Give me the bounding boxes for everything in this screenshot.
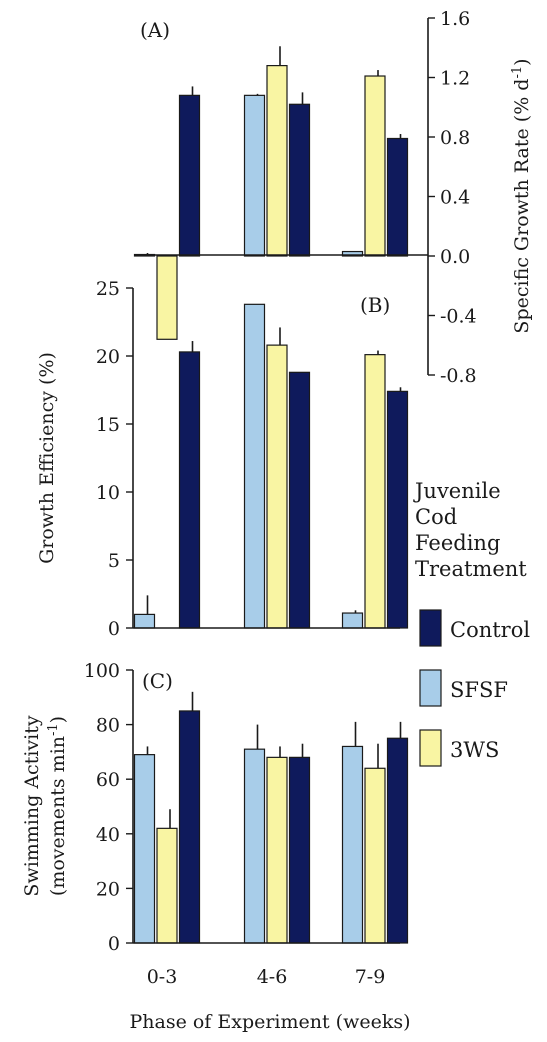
bar-sfsf-4-6 [243, 303, 266, 629]
legend-label-control: Control [450, 618, 530, 642]
panel-a-tick-label: -0.8 [440, 365, 477, 387]
legend-swatch-sfsf [419, 669, 442, 707]
panel-b-tick-label: 20 [96, 346, 120, 368]
panel-a-tick-label: 0.0 [440, 246, 470, 268]
panel-b-tick-label: 5 [108, 550, 120, 572]
panel-c-tick-label: 40 [96, 824, 120, 846]
panel-b-growth-efficiency: 25 20 15 10 5 0 (B) Growth Efficiency (%) [36, 278, 409, 640]
panel-c-tick-label: 60 [96, 769, 120, 791]
legend-title-line-3: Feeding [415, 531, 500, 555]
bar-control-7-9 [386, 737, 409, 944]
panel-a-tick-label: 0.8 [440, 127, 470, 149]
legend: Juvenile Cod Feeding Treatment Control S… [413, 479, 530, 767]
bar-3ws-7-9 [364, 354, 386, 629]
bar-control-7-9 [386, 137, 409, 257]
bar-sfsf-4-6 [243, 748, 266, 944]
panel-c-y-title-line1: Swimming Activity [21, 715, 43, 896]
panel-c-tick-label: 80 [96, 715, 120, 737]
bar-sfsf-7-9 [341, 745, 364, 944]
panel-b-y-title: Growth Efficiency (%) [36, 352, 58, 564]
bar-control-0-3 [178, 351, 201, 629]
panel-c-tick-label: 0 [108, 933, 120, 955]
bar-sfsf-4-6 [243, 94, 266, 257]
panel-c-swimming-activity: 100 80 60 40 20 0 (C) Swimming Activity (move… [21, 660, 409, 955]
panel-b-bars [133, 303, 409, 629]
x-category-labels: 0-3 4-6 7-9 [147, 966, 386, 988]
legend-title-line-1: Juvenile [413, 479, 501, 503]
panel-a-label: (A) [140, 18, 170, 42]
x-axis-title: Phase of Experiment (weeks) [129, 1011, 410, 1033]
panel-c-tick-label: 20 [96, 878, 120, 900]
panel-b-tick-label: 10 [96, 482, 120, 504]
bar-sfsf-0-3 [133, 754, 156, 944]
panel-a-bars [133, 46, 409, 340]
bar-control-4-6 [288, 103, 311, 257]
bar-control-4-6 [288, 371, 311, 629]
panel-b-tick-label: 15 [96, 414, 120, 436]
bar-control-0-3 [178, 710, 201, 944]
panel-b-tick-label: 0 [108, 618, 120, 640]
panel-a-tick-label: 1.2 [440, 68, 470, 90]
bar-3ws-4-6 [266, 344, 288, 629]
bar-sfsf-0-3 [133, 613, 156, 629]
bar-sfsf-7-9 [341, 250, 364, 257]
legend-title-line-2: Cod [415, 505, 457, 529]
legend-swatch-control [419, 609, 442, 647]
bar-3ws-7-9 [364, 75, 386, 257]
x-category-label: 0-3 [147, 966, 178, 988]
bar-3ws-4-6 [266, 756, 288, 944]
panel-c-y-title-line2: (movements min-1) [46, 716, 69, 896]
legend-label-sfsf: SFSF [450, 678, 508, 702]
legend-title-line-4: Treatment [415, 557, 527, 581]
x-category-label: 7-9 [355, 966, 386, 988]
bar-3ws-0-3 [156, 255, 178, 340]
panel-b-tick-label: 25 [96, 278, 120, 300]
panel-b-ticks: 25 20 15 10 5 0 [96, 278, 133, 640]
panel-c-ticks: 100 80 60 40 20 0 [84, 660, 133, 955]
panel-c-label: (C) [142, 669, 173, 693]
bar-3ws-0-3 [156, 827, 178, 944]
panel-a-y-title: Specific Growth Rate (% d-1) [510, 58, 533, 333]
legend-swatch-3ws [419, 729, 442, 767]
legend-label-3ws: 3WS [450, 738, 499, 762]
bar-3ws-4-6 [266, 64, 288, 257]
panel-a-tick-label: 1.6 [440, 8, 470, 30]
bar-control-4-6 [288, 756, 311, 944]
panel-c-bars [133, 691, 409, 944]
panel-c-tick-label: 100 [84, 660, 120, 682]
bar-3ws-7-9 [364, 767, 386, 944]
bar-control-7-9 [386, 390, 409, 629]
bar-sfsf-7-9 [341, 612, 364, 629]
bar-control-0-3 [178, 94, 201, 257]
panel-a-ticks: 1.6 1.2 0.8 0.4 0.0 -0.4 -0.8 [428, 8, 477, 387]
panel-a-growth-rate: 1.6 1.2 0.8 0.4 0.0 -0.4 -0.8 (A) Specific Gro… [133, 8, 533, 387]
x-category-label: 4-6 [257, 966, 288, 988]
panel-a-tick-label: -0.4 [440, 306, 477, 328]
panel-a-tick-label: 0.4 [440, 187, 470, 209]
panel-b-label: (B) [360, 293, 390, 317]
